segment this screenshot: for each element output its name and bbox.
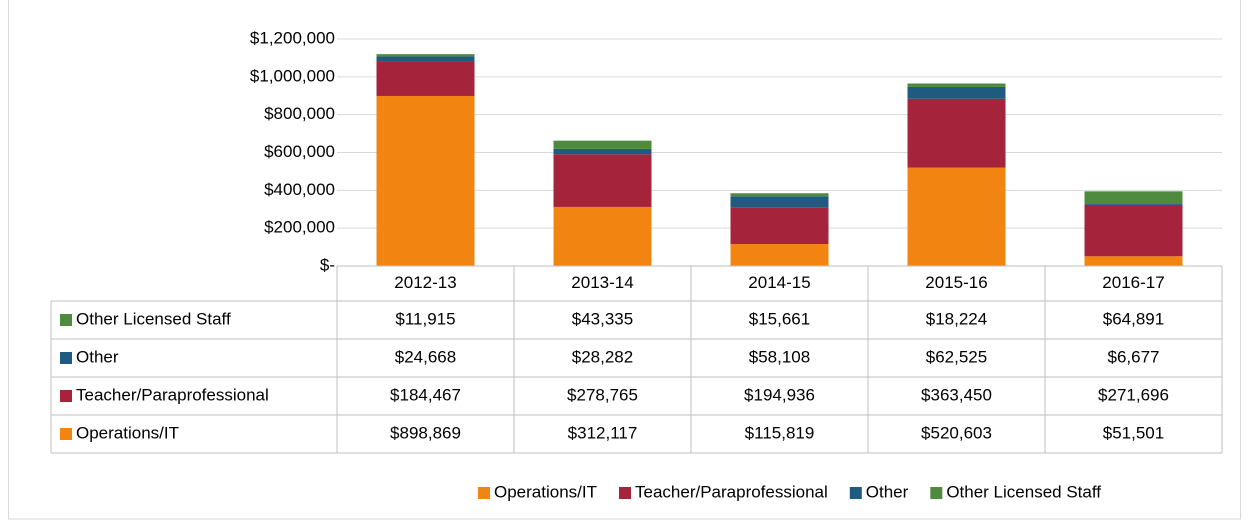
x-tick-label: 2013-14 [571,273,633,292]
y-tick-label: $800,000 [264,104,335,123]
bar-segment [553,154,652,207]
x-tick-label: 2015-16 [925,273,987,292]
bar-segment [553,148,652,155]
y-tick-label: $1,000,000 [250,66,335,85]
bar-segment [907,98,1006,168]
bar-segment [730,196,829,208]
bar-segment [1084,191,1183,204]
legend-label: Other [866,482,909,501]
table-legend-key [60,352,72,364]
legend-item: Other Licensed Staff [930,482,1101,501]
bar-segment [1084,256,1183,266]
table-cell: $898,869 [390,423,461,442]
table-cell: $520,603 [921,423,992,442]
bar-segment [1084,203,1183,205]
bar-segment [907,83,1006,87]
legend-label: Teacher/Paraprofessional [635,482,828,501]
x-tick-label: 2016-17 [1102,273,1164,292]
legend-label: Operations/IT [494,482,597,501]
table-cell: $62,525 [926,347,987,366]
y-tick-label: $- [320,255,335,274]
legend-label: Other Licensed Staff [946,482,1101,501]
y-tick-label: $1,200,000 [250,28,335,47]
table-row-label: Other [76,347,119,366]
table-cell: $43,335 [572,309,633,328]
bar-segment [553,206,652,266]
bar-segment [730,207,829,245]
bar-segment [730,193,829,197]
table-cell: $278,765 [567,385,638,404]
bar-segment [376,54,475,57]
bar-segment [553,140,652,149]
legend-key [478,487,491,499]
legend-key [619,487,632,499]
table-cell: $312,117 [568,423,638,442]
bar-segment [907,167,1006,266]
bar-segment [1084,204,1183,257]
legend-item: Operations/IT [478,482,597,501]
table-legend-key [60,314,72,326]
legend-key [849,487,862,499]
legend-key [930,487,943,499]
table-legend-key [60,428,72,440]
x-tick-label: 2012-13 [394,273,456,292]
table-legend-key [60,390,72,402]
bar-segment [376,56,475,62]
table-cell: $15,661 [749,309,810,328]
table-cell: $64,891 [1103,309,1164,328]
bar-segment [376,95,475,266]
table-row-label: Operations/IT [76,423,179,442]
table-row-label: Teacher/Paraprofessional [76,385,269,404]
legend-item: Teacher/Paraprofessional [619,482,828,501]
table-cell: $363,450 [921,385,992,404]
table-cell: $18,224 [926,309,987,328]
table-cell: $58,108 [749,347,810,366]
bar-segment [376,61,475,96]
table-cell: $194,936 [744,385,815,404]
table-cell: $115,819 [745,423,815,442]
y-tick-label: $200,000 [264,218,335,237]
y-tick-label: $400,000 [264,180,335,199]
table-cell: $28,282 [572,347,633,366]
table-row-label: Other Licensed Staff [76,309,231,328]
y-tick-label: $600,000 [264,142,335,161]
x-tick-label: 2014-15 [748,273,810,292]
bar-segment [907,86,1006,99]
table-cell: $11,915 [395,309,455,328]
table-cell: $271,696 [1098,385,1169,404]
legend-item: Other [849,482,909,501]
table-cell: $184,467 [390,385,461,404]
bar-segment [730,244,829,266]
table-cell: $6,677 [1108,347,1160,366]
table-cell: $51,501 [1103,423,1164,442]
table-cell: $24,668 [395,347,456,366]
